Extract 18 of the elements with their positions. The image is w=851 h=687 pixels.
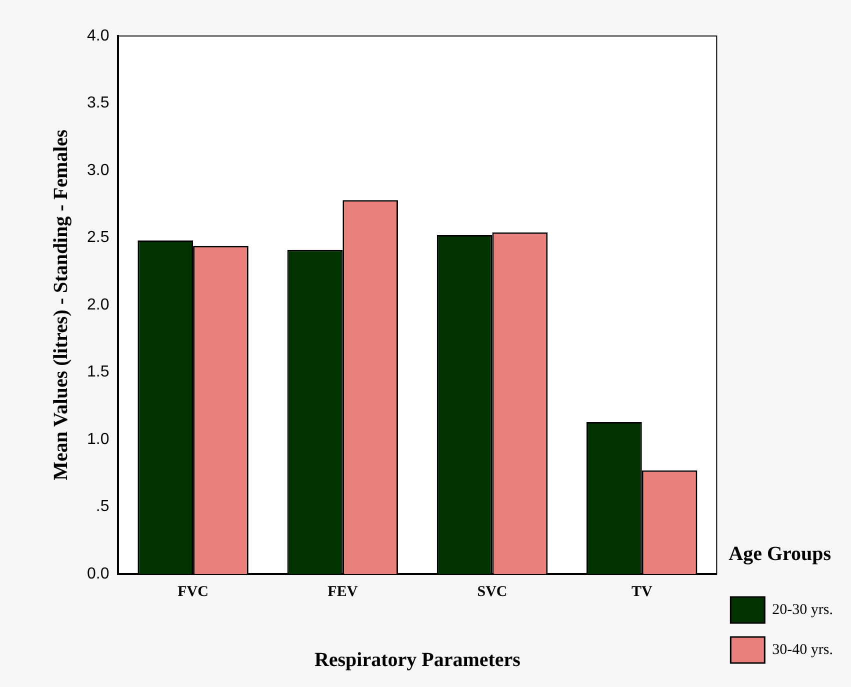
legend-label: 30-40 yrs. (772, 642, 833, 658)
x-tick-label: FVC (178, 584, 208, 600)
y-tick-label: 0.0 (86, 565, 110, 582)
legend-label: 20-30 yrs. (772, 602, 833, 618)
y-tick-label: .5 (96, 498, 110, 516)
y-tick-label: 2.0 (86, 296, 110, 314)
legend-title: Age Groups (728, 543, 832, 566)
y-tick-label: 2.5 (86, 229, 110, 246)
y-tick-label: 3.0 (86, 162, 110, 179)
y-tick-label: 4.0 (86, 27, 110, 44)
x-tick-label: TV (631, 584, 652, 600)
y-tick-label: 1.5 (86, 364, 110, 381)
x-tick-label: SVC (477, 584, 508, 600)
x-axis-title: Respiratory Parameters (314, 649, 521, 672)
x-tick-label: FEV (328, 584, 358, 600)
y-axis-title: Mean Values (litres) - Standing - Females (50, 129, 72, 480)
y-tick-label: 3.5 (86, 94, 110, 112)
y-tick-label: 1.0 (86, 430, 110, 448)
